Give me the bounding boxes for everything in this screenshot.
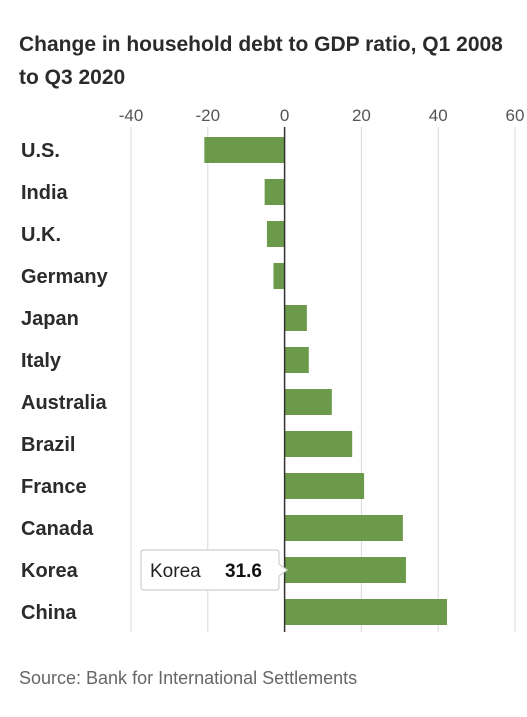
tooltip-value: 31.6 <box>225 561 262 582</box>
bar-korea[interactable] <box>284 557 406 583</box>
category-labels: U.S. India U.K. Germany Japan Italy Australia B… <box>21 140 109 624</box>
category-label: Japan <box>21 308 79 330</box>
x-tick-label: -20 <box>196 106 221 125</box>
source-note: Source: Bank for International Settlemen… <box>19 668 358 688</box>
category-label: Korea <box>21 560 79 582</box>
bars <box>204 137 448 625</box>
category-label: Brazil <box>21 434 75 456</box>
category-label: Germany <box>21 266 109 288</box>
bar-brazil[interactable] <box>284 431 353 457</box>
bar-china[interactable] <box>284 599 448 625</box>
bar-germany[interactable] <box>273 263 285 289</box>
x-axis-ticks: -40 -20 0 20 40 60 <box>119 106 525 125</box>
category-label: U.S. <box>21 140 60 162</box>
bar-u-s[interactable] <box>204 137 285 163</box>
bar-japan[interactable] <box>284 305 307 331</box>
category-label: U.K. <box>21 224 61 246</box>
x-tick-label: -40 <box>119 106 144 125</box>
category-label: China <box>21 602 77 624</box>
category-label: India <box>21 182 69 204</box>
tooltip-box <box>140 549 288 591</box>
bar-italy[interactable] <box>284 347 309 373</box>
category-label: Australia <box>21 392 107 414</box>
bar-canada[interactable] <box>284 515 403 541</box>
bar-france[interactable] <box>284 473 365 499</box>
chart-title: Change in household debt to GDP ratio, Q… <box>19 33 503 89</box>
category-label: Canada <box>21 518 94 540</box>
x-tick-label: 20 <box>352 106 371 125</box>
x-tick-label: 60 <box>506 106 525 125</box>
tooltip: Korea 31.6 <box>140 549 288 591</box>
gridlines <box>130 127 516 632</box>
tooltip-label: Korea <box>150 561 201 582</box>
category-label: France <box>21 476 87 498</box>
bar-u-k[interactable] <box>266 221 285 247</box>
x-tick-label: 0 <box>280 106 289 125</box>
bar-australia[interactable] <box>284 389 332 415</box>
x-tick-label: 40 <box>429 106 448 125</box>
category-label: Italy <box>21 350 62 372</box>
bar-india[interactable] <box>264 179 285 205</box>
